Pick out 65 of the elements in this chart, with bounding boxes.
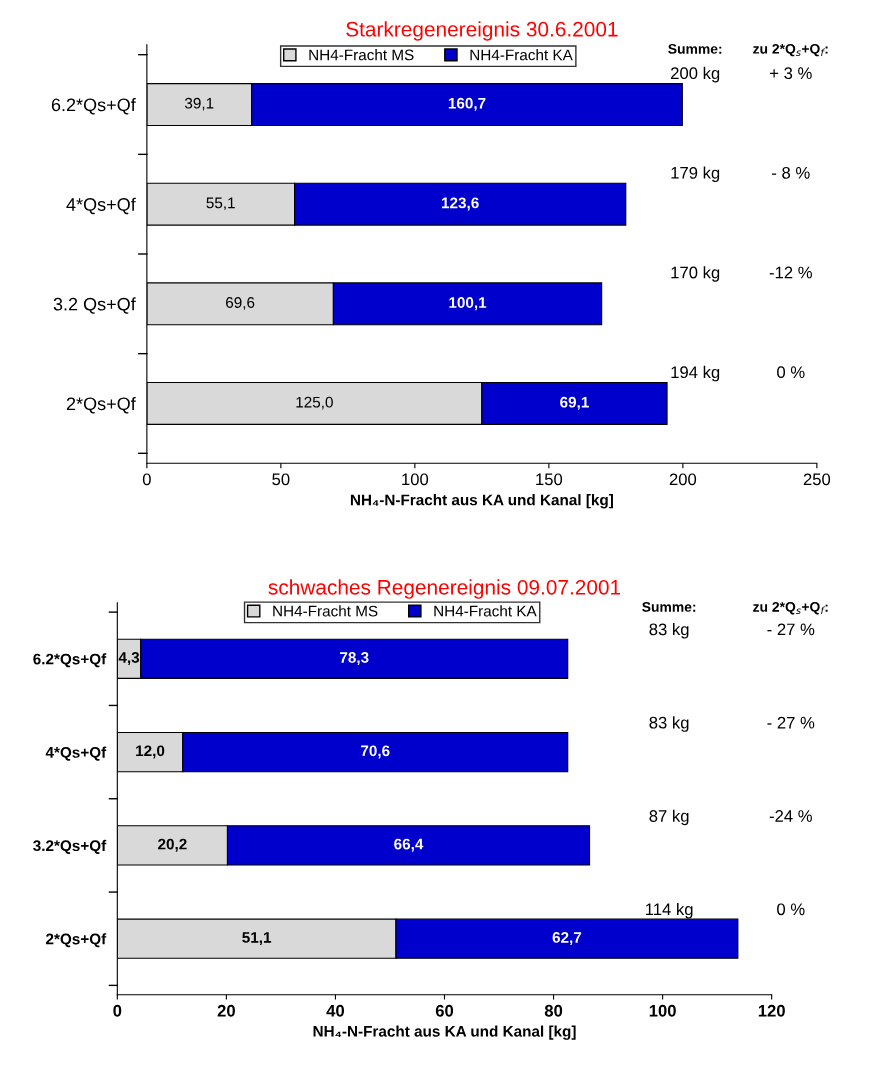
chart-title: schwaches Regenereignis 09.07.2001 (268, 579, 621, 599)
annotation: 200 kg (671, 66, 720, 83)
annotation: -24 % (769, 810, 812, 822)
data-label: 69,1 (560, 396, 589, 410)
legend-label: NH4-Fracht MS (273, 605, 378, 617)
annotation: - 8 % (772, 166, 810, 179)
data-label: 12,0 (136, 745, 165, 759)
annotation: zu 2*Q$_{s}$+Q$_{f}$: (753, 43, 828, 57)
annotation: 114 kg (646, 902, 693, 919)
y-tick-label: 3.2 Qs+Qf (53, 297, 136, 314)
text: 0 % (777, 903, 805, 916)
data-label: 51,1 (242, 932, 272, 946)
legend-label: NH4-Fracht MS (309, 49, 414, 61)
y-tick-label: 4*Qs+Qf (45, 746, 107, 761)
x-tick-label: 120 (758, 1004, 785, 1017)
annotation: Summe: (668, 43, 722, 54)
x-axis-title: NH₄-N-Fracht aus KA und Kanal [kg] (313, 1025, 576, 1040)
data-label: 39,1 (184, 97, 214, 111)
annotation: - 27 % (767, 716, 815, 729)
y-tick-label: 6.2*Qs+Qf (33, 653, 107, 668)
y-tick-label: 6.2*Qs+Qf (51, 98, 136, 115)
y-tick-label: 3.2*Qs+Qf (33, 839, 107, 854)
y-tick-label: 2*Qs+Qf (46, 933, 107, 948)
legend-label: NH4-Fracht KA (434, 605, 537, 617)
annotation: + 3 % (770, 67, 812, 80)
x-tick-label: 0 (142, 473, 151, 486)
data-label: 123,6 (442, 197, 479, 211)
annotation: 179 kg (671, 166, 720, 183)
annotation: 0 % (777, 366, 805, 379)
data-label: 78,3 (340, 652, 369, 666)
x-tick-label: 100 (402, 473, 429, 486)
annotation: -12 % (769, 266, 812, 279)
x-tick-label: 60 (435, 1004, 454, 1017)
legend-label: NH4-Fracht KA (470, 49, 573, 61)
annotation: Summe: (642, 602, 696, 612)
chart-title: Starkregenereignis 30.6.2001 (346, 21, 618, 41)
data-label: 70,6 (361, 745, 390, 759)
data-label: 66,4 (394, 838, 424, 852)
data-label: 4,3 (118, 652, 140, 666)
data-label: 62,7 (552, 932, 582, 946)
x-tick-label: 0 (113, 1004, 122, 1017)
x-tick-label: 150 (536, 473, 563, 486)
x-tick-label: 20 (217, 1004, 235, 1017)
annotation: zu 2*Q$_{s}$+Q$_{f}$: (753, 601, 828, 615)
annotation: 83 kg (649, 716, 689, 732)
data-label: 100,1 (449, 297, 487, 311)
data-label: 55,1 (206, 197, 235, 211)
x-tick-label: 100 (649, 1004, 676, 1017)
x-tick-label: 250 (803, 473, 831, 486)
x-tick-label: 80 (544, 1004, 563, 1017)
annotation: 83 kg (649, 623, 689, 639)
data-label: 160,7 (448, 97, 486, 111)
data-label: 20,2 (158, 838, 187, 852)
annotation: 87 kg (649, 809, 689, 826)
annotation: 194 kg (671, 365, 720, 382)
y-tick-label: 4*Qs+Qf (66, 197, 136, 215)
x-axis-title: NH₄-N-Fracht aus KA und Kanal [kg] (350, 494, 613, 509)
data-label: 125,0 (296, 396, 333, 410)
x-tick-label: 40 (326, 1004, 345, 1017)
data-label: 69,6 (226, 297, 255, 310)
annotation: - 27 % (767, 623, 815, 636)
y-tick-label: 2*Qs+Qf (66, 396, 136, 414)
annotation: 170 kg (671, 266, 720, 282)
x-tick-label: 50 (272, 473, 290, 486)
x-tick-label: 200 (669, 473, 697, 486)
